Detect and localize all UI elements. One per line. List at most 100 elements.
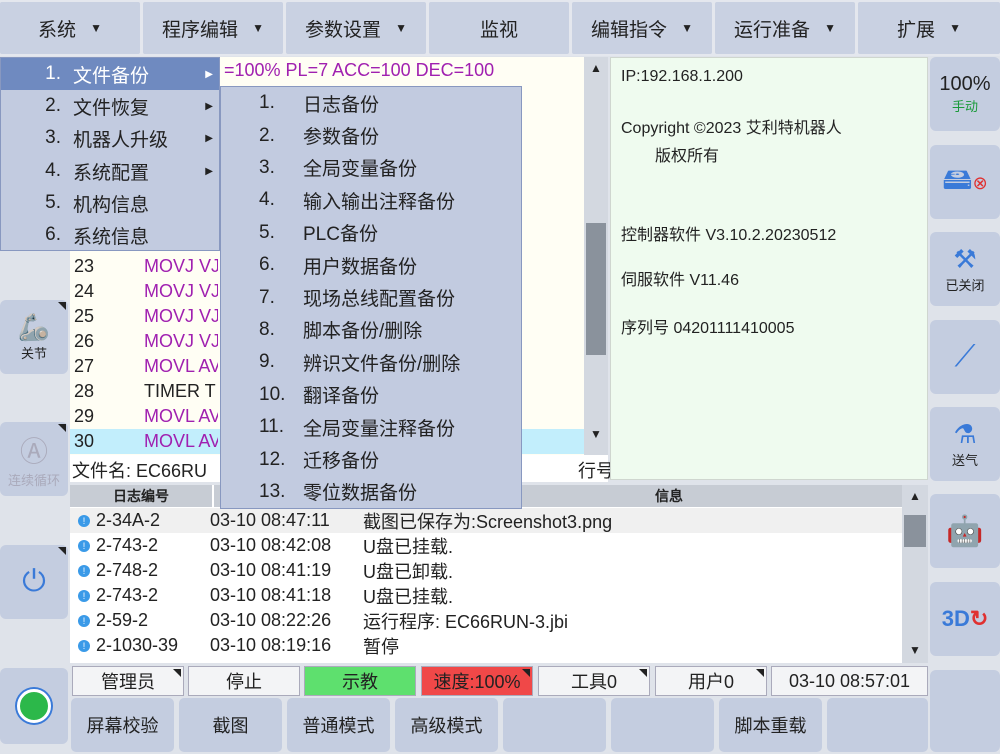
submenu-item[interactable]: 5. PLC备份 xyxy=(221,217,521,249)
status-light-button[interactable] xyxy=(0,668,68,744)
scroll-down-icon[interactable]: ▼ xyxy=(909,643,921,657)
3d-view-button[interactable]: 3D↻ xyxy=(930,582,1000,656)
torch-off-button[interactable]: ⚒ 已关闭 xyxy=(930,232,1000,306)
log-message: U盘已挂载. xyxy=(363,536,453,557)
log-time: 03-10 08:41:18 xyxy=(210,585,332,605)
submenu-item-number: 11. xyxy=(259,416,285,438)
menu-item-number: 5. xyxy=(45,192,61,213)
menu-item-system-info[interactable]: 6. 系统信息 xyxy=(1,219,219,251)
joint-button[interactable]: 🦾 关节 xyxy=(0,300,68,374)
empty-side-button[interactable] xyxy=(930,670,1000,752)
log-row[interactable]: ! 2-34A-2 03-10 08:47:11 截图已保存为:Screenshot3… xyxy=(70,508,902,533)
log-id: 2-1030-39 xyxy=(96,635,179,655)
submenu-item-number: 8. xyxy=(259,318,275,340)
empty-button[interactable] xyxy=(827,698,928,752)
advanced-mode-button[interactable]: 高级模式 xyxy=(395,698,498,752)
menu-edit-instruction[interactable]: 编辑指令 ▼ xyxy=(572,2,712,54)
log-row[interactable]: ! 2-743-2 03-10 08:41:18 U盘已挂载. xyxy=(70,583,902,608)
program-code: MOVJ VJ xyxy=(144,281,218,301)
log-scrollbar[interactable]: ▲ ▼ xyxy=(902,485,928,663)
menu-label: 程序编辑 xyxy=(162,19,239,41)
menu-item-robot-upgrade[interactable]: 3. 机器人升级 ▶ xyxy=(1,122,219,154)
line-number: 29 xyxy=(74,406,95,426)
submenu-item[interactable]: 12. 迁移备份 xyxy=(221,443,521,475)
info-icon: ! xyxy=(78,614,90,627)
empty-button[interactable] xyxy=(503,698,606,752)
log-row[interactable]: ! 2-743-2 03-10 08:42:08 U盘已挂载. xyxy=(70,533,902,558)
speed-value: 100% xyxy=(939,73,991,95)
submenu-item[interactable]: 9. 辨识文件备份/删除 xyxy=(221,346,521,378)
submenu-item-number: 12. xyxy=(259,448,286,470)
scroll-thumb[interactable] xyxy=(586,223,606,355)
scroll-up-icon[interactable]: ▲ xyxy=(909,489,921,503)
screen-calibration-button[interactable]: 屏幕校验 xyxy=(71,698,174,752)
user-coord-button[interactable]: 用户0 xyxy=(655,666,767,696)
submenu-item[interactable]: 3. 全局变量备份 xyxy=(221,152,521,184)
program-line[interactable]: =100% PL=7 ACC=100 DEC=100 xyxy=(70,57,584,83)
teach-mode-indicator: 示教 xyxy=(304,666,416,696)
log-time: 03-10 08:19:16 xyxy=(210,635,332,655)
line-number: 23 xyxy=(74,256,95,276)
system-menu: 1. 文件备份 ▶ 2. 文件恢复 ▶ 3. 机器人升级 ▶ 4. 系统配置 ▶ 5. 机构信息 … xyxy=(0,57,220,251)
continuous-cycle-button[interactable]: Ⓐ 连续循环 xyxy=(0,422,68,496)
menu-extend[interactable]: 扩展 ▼ xyxy=(858,2,1000,54)
script-reload-button[interactable]: 脚本重载 xyxy=(719,698,822,752)
scroll-thumb[interactable] xyxy=(904,515,926,547)
submenu-item-number: 1. xyxy=(259,92,275,114)
scroll-down-icon[interactable]: ▼ xyxy=(590,427,602,441)
menu-program-edit[interactable]: 程序编辑 ▼ xyxy=(143,2,283,54)
normal-mode-button[interactable]: 普通模式 xyxy=(287,698,390,752)
log-message: 暂停 xyxy=(363,636,399,657)
submenu-item[interactable]: 2. 参数备份 xyxy=(221,119,521,151)
info-icon: ! xyxy=(78,564,90,577)
column-header-log-id[interactable]: 日志编号 xyxy=(70,485,212,507)
submenu-item[interactable]: 6. 用户数据备份 xyxy=(221,249,521,281)
speed-label: 速度:100% xyxy=(433,672,521,692)
menu-item-file-restore[interactable]: 2. 文件恢复 ▶ xyxy=(1,90,219,122)
speed-button[interactable]: 速度:100% xyxy=(421,666,533,696)
tool-button[interactable]: 工具0 xyxy=(538,666,650,696)
scroll-up-icon[interactable]: ▲ xyxy=(590,61,602,75)
program-line[interactable]: 26 MOVJ VJ xyxy=(70,329,584,354)
menu-item-file-backup[interactable]: 1. 文件备份 ▶ xyxy=(1,58,219,90)
program-line[interactable]: 27 MOVL AV xyxy=(70,354,584,379)
submenu-item[interactable]: 7. 现场总线配置备份 xyxy=(221,281,521,313)
submenu-item[interactable]: 11. 全局变量注释备份 xyxy=(221,411,521,443)
joint-label: 关节 xyxy=(20,346,47,361)
menu-parameters[interactable]: 参数设置 ▼ xyxy=(286,2,426,54)
log-row[interactable]: ! 2-1030-39 03-10 08:19:16 暂停 xyxy=(70,633,902,658)
dropdown-icon: ▼ xyxy=(395,21,407,35)
log-row[interactable]: ! 2-59-2 03-10 08:22:26 运行程序: EC66RUN-3.jbi xyxy=(70,608,902,633)
program-line[interactable]: 25 MOVJ VJ xyxy=(70,304,584,329)
column-header-message[interactable]: 信息 xyxy=(436,485,902,507)
welding-button[interactable]: ⟋ xyxy=(930,320,1000,394)
submenu-item[interactable]: 10. 翻译备份 xyxy=(221,379,521,411)
hand-guide-button[interactable]: 🤖 xyxy=(930,494,1000,568)
usb-eject-button[interactable]: 🖴⊗ xyxy=(930,145,1000,219)
menu-item-system-config[interactable]: 4. 系统配置 ▶ xyxy=(1,155,219,187)
line-number: 28 xyxy=(74,381,95,401)
speed-mode-button[interactable]: 100% 手动 xyxy=(930,57,1000,131)
program-code: MOVL AV xyxy=(144,356,218,376)
empty-button[interactable] xyxy=(611,698,714,752)
power-button[interactable]: ⏻ xyxy=(0,545,68,619)
user-level-button[interactable]: 管理员 xyxy=(72,666,184,696)
menu-run-prep[interactable]: 运行准备 ▼ xyxy=(715,2,855,54)
program-line[interactable]: 23 MOVJ VJ xyxy=(70,254,584,279)
log-row[interactable]: ! 2-748-2 03-10 08:41:19 U盘已卸载. xyxy=(70,558,902,583)
menu-item-mechanism-info[interactable]: 5. 机构信息 xyxy=(1,187,219,219)
program-scrollbar[interactable]: ▲ ▼ xyxy=(584,57,608,455)
submenu-item[interactable]: 4. 输入输出注释备份 xyxy=(221,184,521,216)
program-line[interactable]: 28 TIMER T xyxy=(70,379,584,404)
submenu-item[interactable]: 13. 零位数据备份 xyxy=(221,476,521,508)
menu-system[interactable]: 系统 ▼ xyxy=(0,2,140,54)
menu-monitor[interactable]: 监视 xyxy=(429,2,569,54)
line-number: 30 xyxy=(74,431,95,451)
line-number: 25 xyxy=(74,306,95,326)
submenu-item[interactable]: 8. 脚本备份/删除 xyxy=(221,314,521,346)
submenu-item[interactable]: 1. 日志备份 xyxy=(221,87,521,119)
gas-button[interactable]: ⚗ 送气 xyxy=(930,407,1000,481)
program-line[interactable]: 29 MOVL AV xyxy=(70,404,584,429)
program-line[interactable]: 24 MOVJ VJ xyxy=(70,279,584,304)
screenshot-button[interactable]: 截图 xyxy=(179,698,282,752)
